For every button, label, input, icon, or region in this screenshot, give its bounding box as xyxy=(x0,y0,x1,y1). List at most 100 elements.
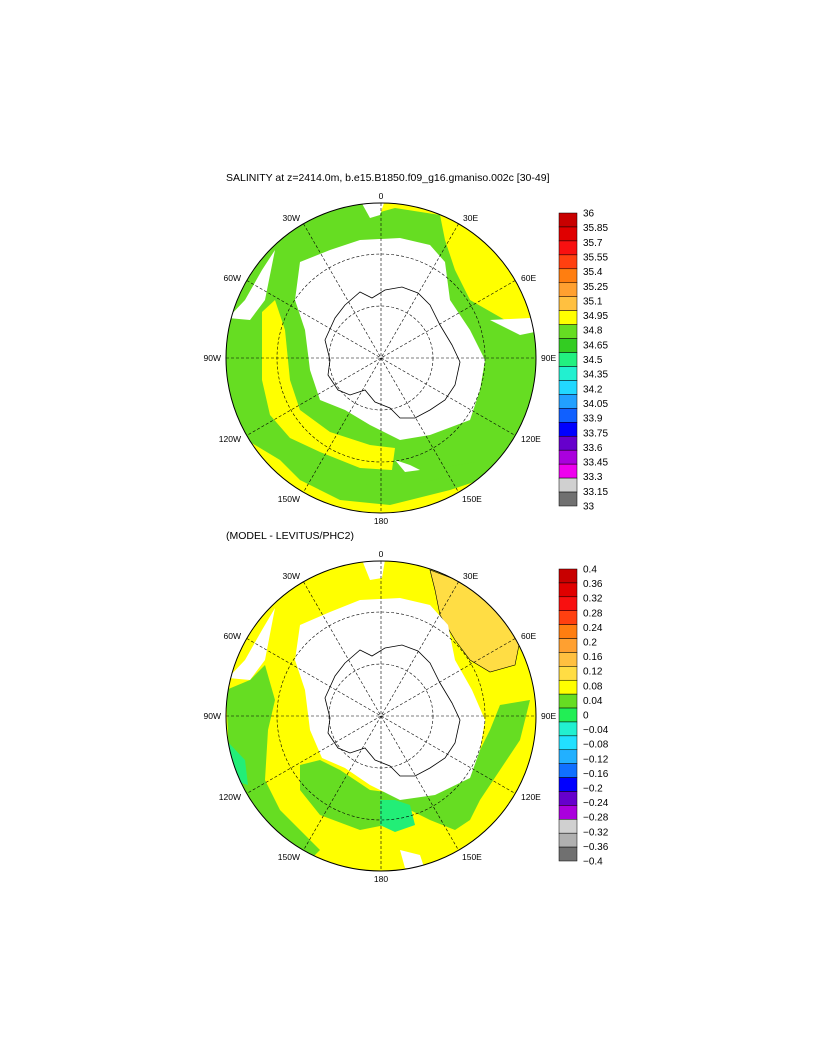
top-colorbar-label: 34.95 xyxy=(583,311,608,322)
bottom-colorbar-label: 0.2 xyxy=(583,638,597,649)
bottom-colorbar-box xyxy=(558,791,578,806)
bottom-colorbar-label: −0.08 xyxy=(583,740,609,751)
bottom-colorbar-box xyxy=(558,721,578,737)
top-colorbar-label: 35.1 xyxy=(583,296,603,307)
top-lon-label: 90W xyxy=(204,353,221,363)
top-colorbar-label: 35.85 xyxy=(583,223,608,234)
top-colorbar-box xyxy=(558,254,578,270)
bottom-lon-label: 180 xyxy=(374,874,388,884)
top-colorbar-label: 35.25 xyxy=(583,282,608,293)
top-colorbar-box xyxy=(558,463,578,479)
top-panel-title: SALINITY at z=2414.0m, b.e15.B1850.f09_g… xyxy=(226,172,550,184)
bottom-colorbar-box xyxy=(558,749,578,764)
bottom-colorbar-label: 0.12 xyxy=(583,667,603,678)
top-map-boundary xyxy=(225,202,537,514)
top-yellow-pacific-inner xyxy=(262,300,395,470)
top-colorbar-label: 35.4 xyxy=(583,267,603,278)
bottom-colorbar-label: −0.12 xyxy=(583,754,609,765)
top-new-zealand xyxy=(395,460,420,472)
bottom-colorbar-box xyxy=(558,819,578,834)
top-australia xyxy=(490,318,536,335)
bottom-colorbar-box xyxy=(558,805,578,820)
top-colorbar-label: 33.9 xyxy=(583,414,603,425)
top-colorbar-label: 33 xyxy=(583,502,595,513)
bottom-colorbar-label: 0.16 xyxy=(583,652,603,663)
top-colorbar-box xyxy=(558,240,578,256)
bottom-colorbar-label: −0.36 xyxy=(583,842,609,853)
top-colorbar-label: 34.05 xyxy=(583,399,608,410)
bottom-graticule xyxy=(226,561,536,871)
top-colorbar-label: 35.55 xyxy=(583,252,608,263)
top-colorbar-label: 36 xyxy=(583,209,595,220)
bottom-lon-label: 60E xyxy=(521,631,536,641)
top-colorbar-box xyxy=(558,491,578,507)
top-colorbar-box xyxy=(558,212,578,228)
top-lon-label: 90E xyxy=(541,353,556,363)
bottom-south-america xyxy=(228,608,275,680)
bottom-panel-title: (MODEL - LEVITUS/PHC2) xyxy=(226,530,354,542)
bottom-colorbar-label: −0.04 xyxy=(583,725,609,736)
top-colorbar-label: 34.65 xyxy=(583,340,608,351)
bottom-map-boundary xyxy=(225,560,537,872)
bottom-colorbar-label: 0 xyxy=(583,711,589,722)
top-colorbar-box xyxy=(558,352,578,367)
top-lon-label: 30W xyxy=(283,213,300,223)
bottom-colorbar-label: 0.08 xyxy=(583,681,603,692)
bottom-lon-label: 0 xyxy=(379,549,384,559)
top-colorbar-box xyxy=(558,310,578,325)
bottom-lon-label: 60W xyxy=(224,631,241,641)
top-colorbar-box xyxy=(558,282,578,297)
top-lon-label: 150W xyxy=(278,494,300,504)
top-colorbar-box xyxy=(558,226,578,242)
top-colorbar: 36 35.85 35.7 35.55 35.4 35.25 35.1 34.95 34.8 34… xyxy=(558,209,608,513)
bottom-colorbar-box xyxy=(558,610,578,625)
top-colorbar-box xyxy=(558,435,578,451)
top-colorbar-box xyxy=(558,408,578,423)
top-colorbar-label: 34.35 xyxy=(583,370,608,381)
bottom-colorbar-box xyxy=(558,735,578,751)
bottom-colorbar-box xyxy=(558,777,578,792)
bottom-colorbar-box xyxy=(558,652,578,667)
bottom-lon-label: 120W xyxy=(219,792,241,802)
top-graticule xyxy=(226,203,536,513)
bottom-colorbar-box xyxy=(558,568,578,584)
bottom-lon-label: 90E xyxy=(541,711,556,721)
top-lon-label: 60W xyxy=(224,273,241,283)
bottom-colorbar-label: −0.16 xyxy=(583,769,609,780)
bottom-colorbar-label: −0.2 xyxy=(583,784,603,795)
bottom-colorbar-box xyxy=(558,582,578,598)
top-colorbar-label: 33.6 xyxy=(583,443,603,454)
top-colorbar-box xyxy=(558,449,578,465)
bottom-lon-label: 30E xyxy=(463,571,478,581)
top-green-strip xyxy=(300,462,475,485)
bottom-colorbar-label: −0.28 xyxy=(583,813,609,824)
top-lon-label: 120W xyxy=(219,434,241,444)
bottom-lon-label: 120E xyxy=(521,792,541,802)
top-colorbar-box xyxy=(558,296,578,311)
top-colorbar-label: 33.3 xyxy=(583,472,603,483)
top-colorbar-box xyxy=(558,268,578,284)
top-colorbar-label: 33.45 xyxy=(583,458,608,469)
top-lon-label: 180 xyxy=(374,516,388,526)
top-lon-label: 30E xyxy=(463,213,478,223)
bottom-teal-patch xyxy=(380,800,415,832)
bottom-colorbar-label: 0.24 xyxy=(583,623,603,634)
top-colorbar-box xyxy=(558,324,578,339)
top-polar-map: 0 30E 60E 90E 120E 150E 180 150W 120W 90… xyxy=(204,191,557,526)
top-lon-label: 60E xyxy=(521,273,536,283)
bottom-colorbar-box xyxy=(558,693,578,709)
bottom-lon-label: 30W xyxy=(283,571,300,581)
top-colorbar-label: 34.8 xyxy=(583,326,603,337)
bottom-colorbar-label: −0.4 xyxy=(583,857,603,868)
bottom-colorbar-label: −0.32 xyxy=(583,827,609,838)
bottom-africa xyxy=(362,561,385,580)
bottom-colorbar-box xyxy=(558,624,578,639)
top-colorbar-label: 35.7 xyxy=(583,238,603,249)
bottom-colorbar-label: 0.4 xyxy=(583,565,597,576)
bottom-colorbar-box xyxy=(558,666,578,681)
bottom-colorbar-box xyxy=(558,846,578,862)
top-south-america xyxy=(228,250,275,320)
top-colorbar-box xyxy=(558,380,578,395)
top-colorbar-label: 34.2 xyxy=(583,384,603,395)
bottom-colorbar-box xyxy=(558,596,578,611)
